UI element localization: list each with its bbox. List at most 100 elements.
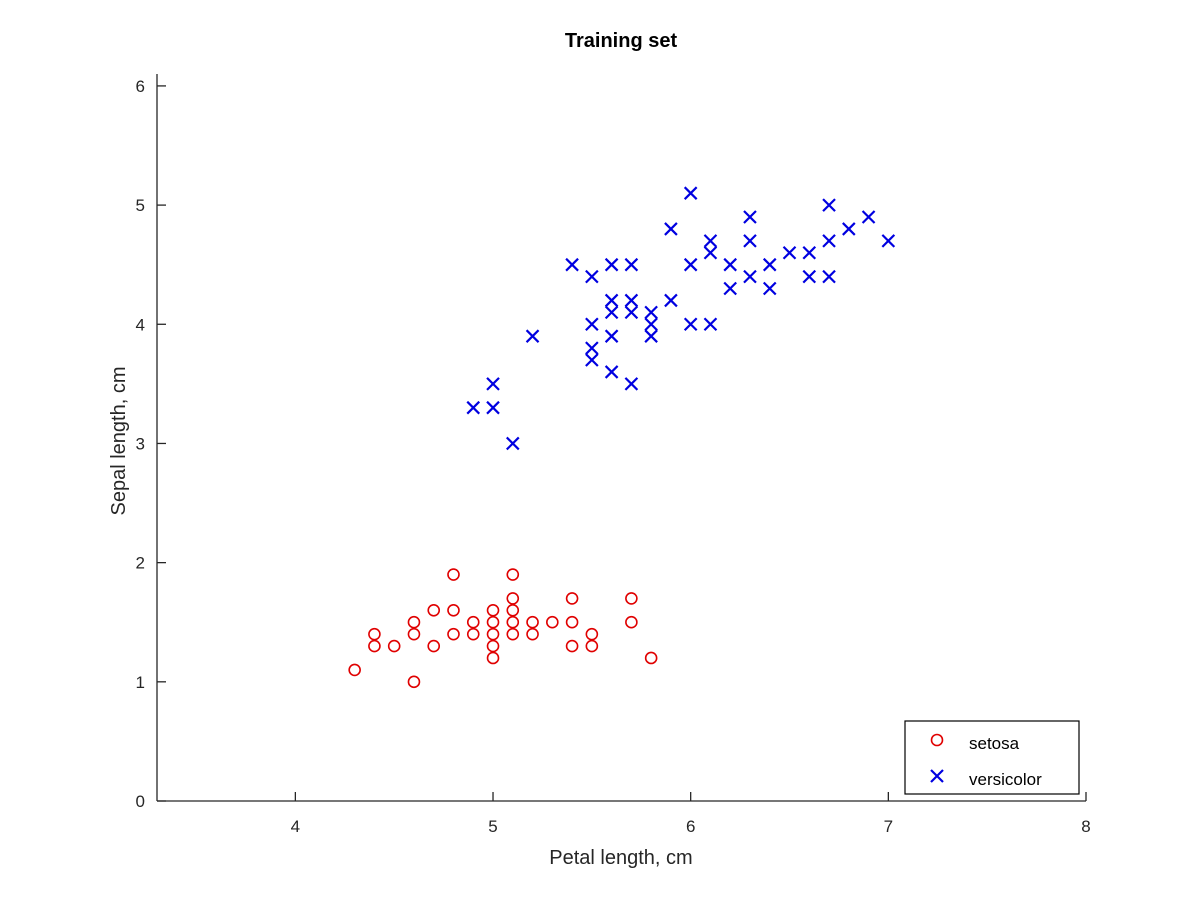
chart-title: Training set xyxy=(565,30,678,52)
data-point-setosa xyxy=(486,615,500,629)
data-point-setosa xyxy=(427,639,441,653)
data-point-setosa xyxy=(625,592,638,605)
data-point-setosa xyxy=(368,639,381,653)
data-point-versicolor xyxy=(585,269,599,284)
data-point-versicolor xyxy=(664,293,678,308)
data-point-setosa xyxy=(526,615,539,629)
y-tick-label: 5 xyxy=(136,196,145,215)
legend-marker-glyph-versicolor xyxy=(930,769,944,783)
legend-marker-setosa xyxy=(930,733,944,747)
data-point-setosa xyxy=(546,615,559,629)
data-point-versicolor xyxy=(644,305,658,320)
data-point-setosa xyxy=(506,568,520,581)
data-point-setosa xyxy=(506,615,520,629)
series-versicolor xyxy=(466,186,896,451)
data-point-setosa xyxy=(565,592,579,605)
data-point-versicolor xyxy=(644,329,658,343)
data-point-versicolor xyxy=(762,281,777,296)
legend-marker-glyph-setosa xyxy=(930,733,944,747)
data-point-setosa xyxy=(407,627,421,641)
data-point-versicolor xyxy=(486,377,500,391)
data-point-versicolor xyxy=(703,234,718,248)
data-point-setosa xyxy=(486,651,500,665)
data-point-setosa xyxy=(644,651,658,665)
y-tick-label: 1 xyxy=(136,673,145,692)
legend-label-versicolor: versicolor xyxy=(969,770,1042,789)
data-point-setosa xyxy=(486,627,500,641)
data-point-setosa xyxy=(585,639,599,653)
data-point-versicolor xyxy=(604,257,619,272)
y-axis-label: Sepal length, cm xyxy=(108,367,130,516)
x-tick-label: 7 xyxy=(884,817,893,836)
legend-marker-versicolor xyxy=(930,769,944,783)
legend-label-setosa: setosa xyxy=(969,734,1020,753)
data-point-versicolor xyxy=(525,329,540,343)
legend: setosa versicolor xyxy=(904,720,1080,795)
y-tick-label: 2 xyxy=(136,554,145,573)
data-point-setosa xyxy=(625,615,638,629)
x-tick-label: 6 xyxy=(686,817,695,836)
data-point-versicolor xyxy=(822,234,836,248)
data-point-versicolor xyxy=(762,257,777,272)
data-points xyxy=(348,186,896,689)
data-point-versicolor xyxy=(565,257,579,272)
data-point-versicolor xyxy=(683,186,698,200)
data-point-versicolor xyxy=(486,400,500,415)
ticks: 4 5 6 7 8 0 1 2 3 4 5 6 xyxy=(136,77,1091,836)
data-point-setosa xyxy=(466,615,480,629)
data-point-versicolor xyxy=(604,365,619,379)
y-tick-label: 6 xyxy=(136,77,145,96)
series-setosa xyxy=(348,568,658,689)
data-point-setosa xyxy=(526,627,539,641)
data-point-setosa xyxy=(427,604,441,617)
data-point-versicolor xyxy=(703,245,718,260)
data-point-versicolor xyxy=(743,234,757,248)
data-point-versicolor xyxy=(703,317,718,332)
data-point-versicolor xyxy=(802,269,817,284)
data-point-setosa xyxy=(565,615,579,629)
data-point-setosa xyxy=(447,627,460,641)
data-point-versicolor xyxy=(585,353,599,367)
data-point-versicolor xyxy=(585,317,599,332)
x-tick-label: 5 xyxy=(488,817,497,836)
y-tick-label: 3 xyxy=(136,434,145,453)
data-point-versicolor xyxy=(604,329,619,343)
x-tick-label: 8 xyxy=(1081,817,1090,836)
data-point-versicolor xyxy=(782,245,797,260)
data-point-versicolor xyxy=(624,257,639,272)
data-point-versicolor xyxy=(861,210,876,224)
data-point-versicolor xyxy=(624,377,639,391)
data-point-setosa xyxy=(447,568,460,581)
data-point-versicolor xyxy=(644,317,658,332)
data-point-setosa xyxy=(565,639,579,653)
data-point-setosa xyxy=(486,639,500,653)
data-point-versicolor xyxy=(802,245,817,260)
data-point-versicolor xyxy=(604,305,619,320)
data-point-setosa xyxy=(368,627,381,641)
data-point-setosa xyxy=(387,639,401,653)
legend-box xyxy=(904,720,1080,795)
data-point-versicolor xyxy=(822,198,836,212)
data-point-versicolor xyxy=(683,317,698,332)
data-point-versicolor xyxy=(881,234,896,248)
x-tick-label: 4 xyxy=(291,817,300,836)
x-axis-label: Petal length, cm xyxy=(549,847,692,869)
data-point-setosa xyxy=(466,627,480,641)
y-tick-label: 0 xyxy=(136,792,145,811)
data-point-setosa xyxy=(486,604,500,617)
y-tick-label: 4 xyxy=(136,315,145,334)
data-point-setosa xyxy=(585,627,599,641)
data-point-versicolor xyxy=(624,305,639,320)
data-point-versicolor xyxy=(624,293,639,308)
data-point-setosa xyxy=(506,604,520,617)
data-point-versicolor xyxy=(822,269,836,284)
data-point-setosa xyxy=(407,675,421,689)
data-point-versicolor xyxy=(664,222,678,236)
data-point-versicolor xyxy=(723,281,737,296)
data-point-versicolor xyxy=(842,222,856,236)
data-point-versicolor xyxy=(506,436,520,451)
data-point-setosa xyxy=(447,604,460,617)
data-point-versicolor xyxy=(743,210,757,224)
